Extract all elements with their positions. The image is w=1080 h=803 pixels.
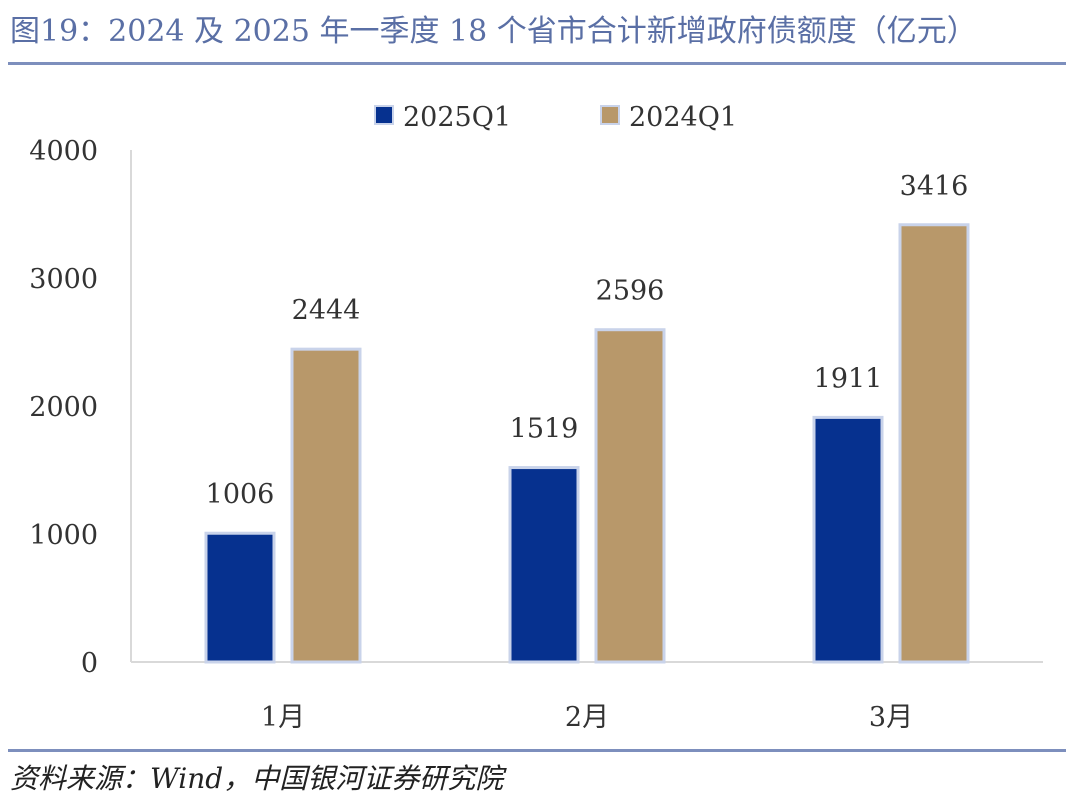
data-label: 2596 bbox=[596, 276, 665, 307]
legend-label-2024Q1: 2024Q1 bbox=[629, 102, 737, 133]
source-rule bbox=[8, 749, 1066, 752]
y-tick-label: 2000 bbox=[29, 392, 98, 423]
y-tick-label: 0 bbox=[81, 648, 98, 679]
x-category-label: 1月 bbox=[261, 702, 305, 733]
y-tick-label: 4000 bbox=[29, 136, 98, 167]
bar-2024Q1-1 bbox=[290, 347, 362, 664]
data-label: 1519 bbox=[510, 414, 579, 445]
y-tick-label: 1000 bbox=[29, 520, 98, 551]
legend-swatch-2025Q1 bbox=[374, 105, 394, 125]
source-note: 资料来源：Wind，中国银河证券研究院 bbox=[10, 762, 504, 795]
data-label: 3416 bbox=[900, 171, 969, 202]
data-label: 2444 bbox=[292, 295, 361, 326]
bar-2024Q1-3 bbox=[898, 223, 970, 664]
bar-2024Q1-2 bbox=[594, 328, 666, 664]
legend-label-2025Q1: 2025Q1 bbox=[403, 102, 511, 133]
data-label: 1911 bbox=[814, 363, 883, 394]
title-rule bbox=[8, 62, 1066, 65]
bar-2025Q1-1 bbox=[204, 531, 276, 664]
y-tick-label: 3000 bbox=[29, 264, 98, 295]
bar-2025Q1-2 bbox=[508, 466, 580, 664]
data-label: 1006 bbox=[206, 479, 275, 510]
figure-title: 图19：2024 及 2025 年一季度 18 个省市合计新增政府债额度（亿元） bbox=[10, 14, 977, 49]
x-category-label: 2月 bbox=[565, 702, 609, 733]
x-category-label: 3月 bbox=[869, 702, 913, 733]
bar-2025Q1-3 bbox=[812, 415, 884, 664]
legend-swatch-2024Q1 bbox=[600, 105, 620, 125]
